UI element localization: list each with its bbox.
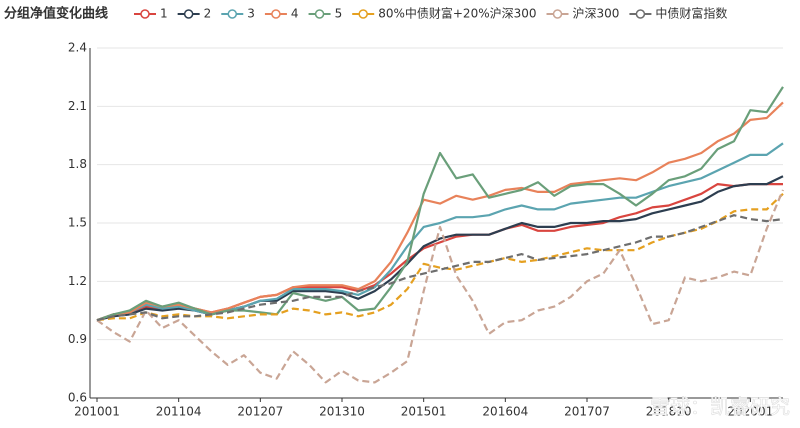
series-line <box>96 101 784 322</box>
legend-label: 3 <box>247 7 255 21</box>
x-tick-label: 201604 <box>482 405 528 419</box>
legend-marker <box>552 9 563 19</box>
x-tick-label: 201501 <box>401 405 447 419</box>
legend-item: 中债财富指数 <box>629 6 727 21</box>
y-tick-label: 2.4 <box>68 41 87 55</box>
legend-marker <box>358 9 368 19</box>
legend-item: 5 <box>308 7 343 21</box>
y-tick-label: 0.9 <box>68 332 87 346</box>
legend-item: 3 <box>221 7 255 21</box>
legend-label: 中债财富指数 <box>655 6 727 21</box>
series-line <box>96 193 784 322</box>
legend-marker <box>183 9 194 19</box>
legend-item: 1 <box>134 7 168 21</box>
y-tick-label: 2.1 <box>68 99 87 113</box>
x-tick-label: 201810 <box>646 405 692 419</box>
legend-item: 4 <box>264 7 299 21</box>
series-line <box>96 142 784 322</box>
chart-title: 分组净值变化曲线 <box>4 6 108 22</box>
x-tick-label: 201707 <box>564 405 610 419</box>
y-tick-label: 1.5 <box>68 216 87 230</box>
legend-label: 5 <box>335 7 343 21</box>
legend-item: 沪深300 <box>546 7 620 21</box>
y-tick-label: 1.2 <box>68 274 87 288</box>
series-line <box>96 214 784 322</box>
legend-label: 80%中债财富+20%沪深300 <box>378 6 536 21</box>
legend-label: 沪深300 <box>573 7 620 21</box>
legend-marker <box>227 9 238 19</box>
watermark: 雪球：凯睿研究 <box>650 395 790 419</box>
y-tick-label: 1.8 <box>68 157 87 171</box>
x-tick-label: 201310 <box>319 405 365 419</box>
x-tick-label: 202001 <box>727 405 773 419</box>
legend-item: 2 <box>177 7 212 21</box>
legend-marker <box>271 9 281 19</box>
legend-marker <box>635 9 646 19</box>
x-tick-label: 201001 <box>74 405 120 419</box>
x-tick-label: 201207 <box>237 405 283 419</box>
y-tick-label: 0.6 <box>68 391 87 405</box>
legend-marker <box>314 9 325 19</box>
series-line <box>96 175 784 322</box>
legend-label: 4 <box>291 7 299 21</box>
legend-label: 1 <box>160 7 168 21</box>
series-line <box>96 189 785 384</box>
legend-marker <box>140 9 150 19</box>
legend-item: 80%中债财富+20%沪深300 <box>352 6 537 21</box>
x-tick-label: 201104 <box>156 405 202 419</box>
legend-label: 2 <box>204 7 212 21</box>
